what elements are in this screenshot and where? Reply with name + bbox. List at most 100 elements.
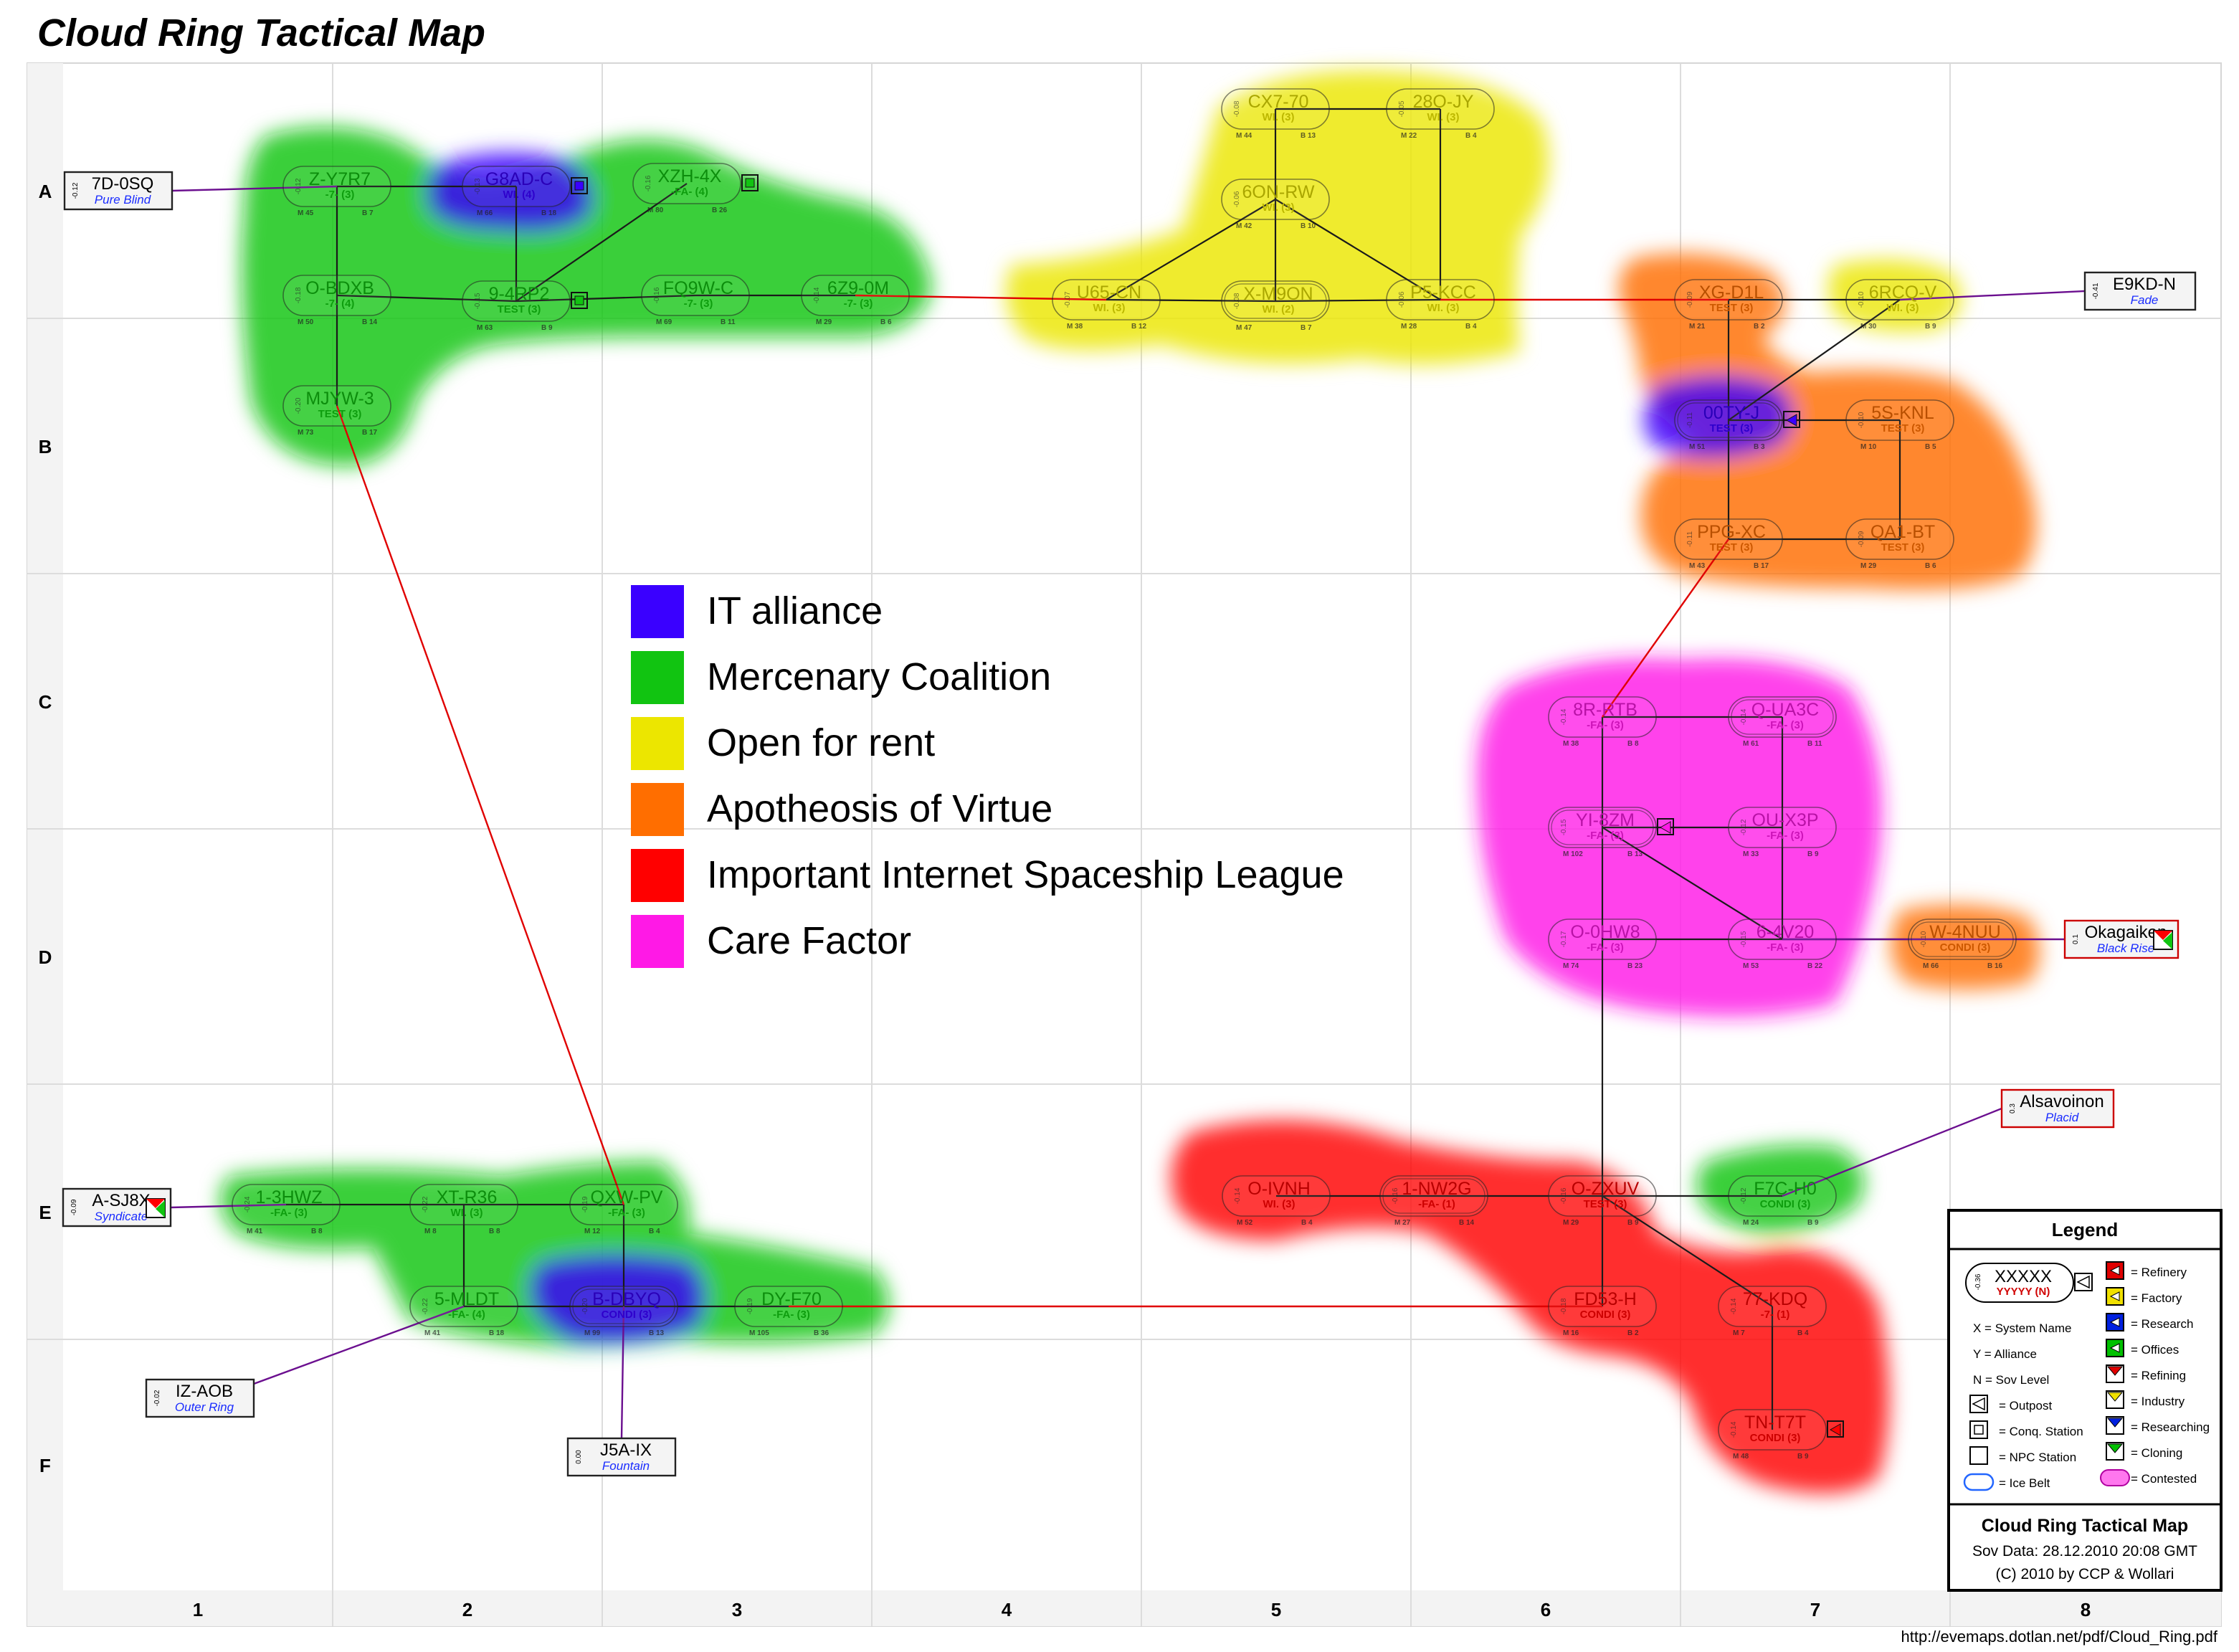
region-jump-line <box>1602 538 1729 718</box>
col-label: 2 <box>462 1599 472 1620</box>
system-alliance: -FA- (3) <box>1587 941 1624 954</box>
legend-item: = Factory <box>2131 1291 2182 1305</box>
system-security: -0.09 <box>1858 531 1865 547</box>
system-node: DY-F70-FA- (3) M 105 B 36 -0.19 <box>734 1286 843 1337</box>
system-name: 5S-KNL <box>1871 403 1934 423</box>
system-moons: M 7 <box>1733 1329 1745 1337</box>
system-pill <box>1052 279 1161 321</box>
territory-rent <box>1828 260 1962 332</box>
system-security: -0.13 <box>474 178 482 194</box>
system-belts: B 18 <box>489 1329 505 1337</box>
system-moons: M 99 <box>584 1329 601 1337</box>
external-region-name: Fountain <box>602 1459 650 1473</box>
system-security: -0.18 <box>1560 1298 1568 1314</box>
system-alliance: TEST (3) <box>1710 302 1754 314</box>
system-name: XG-D1L <box>1699 283 1764 303</box>
refining-icon <box>146 1199 165 1208</box>
system-alliance: TEST (3) <box>1881 541 1925 554</box>
legend-item: = Cloning <box>2131 1446 2182 1460</box>
external-box <box>566 1437 677 1477</box>
system-pill <box>1674 399 1783 441</box>
system-alliance: WI. (3) <box>1093 302 1126 314</box>
system-security: -0.16 <box>1560 1187 1568 1204</box>
system-alliance: -7- (3) <box>844 298 873 310</box>
system-inner-ring <box>572 1288 675 1324</box>
system-moons: M 74 <box>1563 962 1579 970</box>
system-node: O-0HW8-FA- (3) M 74 B 23 -0.17 <box>1548 918 1657 970</box>
system-alliance: -FA- (3) <box>1587 719 1624 731</box>
system-alliance: -7- (1) <box>1761 1309 1790 1321</box>
system-inner-ring <box>1382 1178 1485 1214</box>
system-name: OU-X3P <box>1751 810 1818 830</box>
system-belts: B 8 <box>489 1228 500 1235</box>
system-security: -0.06 <box>1398 291 1406 308</box>
system-pill <box>282 385 391 427</box>
system-pill <box>1222 1175 1331 1217</box>
system-inner-ring <box>1911 921 2014 957</box>
system-alliance: TEST (3) <box>1881 422 1925 435</box>
system-security: -0.10 <box>1920 931 1928 947</box>
legend-item: = Outpost <box>1999 1399 2052 1413</box>
system-security: -0.10 <box>1858 412 1865 428</box>
legend-npc-icon <box>1969 1446 1988 1465</box>
system-alliance: WI. (3) <box>1427 302 1460 314</box>
jump-line <box>1275 298 1441 303</box>
system-pill <box>462 280 571 322</box>
system-node: YI-8ZM-FA- (3) M 102 B 13 -0.15 <box>1548 807 1674 858</box>
system-alliance: CONDI (3) <box>1940 941 1991 954</box>
system-alliance: WI. (3) <box>1263 111 1295 123</box>
system-belts: B 8 <box>1627 740 1639 748</box>
system-node: OU-X3P-FA- (3) M 33 B 9 -0.12 <box>1728 807 1837 858</box>
system-alliance: -FA- (3) <box>1587 830 1624 842</box>
system-alliance: CONDI (3) <box>1760 1198 1811 1210</box>
conq-station-icon <box>571 292 588 309</box>
system-name: O-BDXB <box>305 278 374 298</box>
system-belts: B 12 <box>1131 323 1147 331</box>
system-pill <box>462 166 571 207</box>
system-moons: M 45 <box>298 209 314 217</box>
alliance-swatch <box>631 783 684 836</box>
legend-outpost-triangle <box>1972 1397 1985 1411</box>
system-name: O-IVNH <box>1247 1179 1311 1199</box>
legend-activity-triangle <box>2106 1392 2124 1402</box>
system-belts: B 11 <box>1807 740 1822 748</box>
system-moons: M 28 <box>1401 323 1417 331</box>
alliance-name: IT alliance <box>707 589 883 632</box>
system-inner-ring <box>1224 283 1327 319</box>
system-belts: B 9 <box>1807 850 1819 858</box>
system-pill <box>1728 807 1837 848</box>
legend-item: X = System Name <box>1973 1321 2071 1335</box>
system-belts: B 4 <box>1797 1329 1809 1337</box>
system-security: -0.08 <box>1233 100 1241 117</box>
system-moons: M 41 <box>424 1329 441 1337</box>
jump-line <box>515 294 696 303</box>
alliance-legend-item: Apotheosis of Virtue <box>631 783 1052 836</box>
system-alliance: TEST (3) <box>318 408 362 420</box>
system-security: -0.20 <box>581 1298 589 1314</box>
system-belts: B 5 <box>1925 443 1936 451</box>
jump-line <box>336 294 517 303</box>
territory-it <box>531 1255 705 1343</box>
system-node: 6Z9-0M-7- (3) M 29 B 6 -0.14 <box>801 275 910 326</box>
source-url[interactable]: http://evemaps.dotlan.net/pdf/Cloud_Ring… <box>1901 1628 2217 1646</box>
system-pill <box>569 1184 678 1225</box>
legend-copyright: (C) 2010 by CCP & Wollari <box>1996 1566 2174 1582</box>
system-alliance: CONDI (3) <box>1580 1309 1631 1321</box>
system-alliance: WI. (3) <box>1427 111 1460 123</box>
system-moons: M 102 <box>1563 850 1583 858</box>
system-alliance: -7- (3) <box>325 189 355 201</box>
map-title: Cloud Ring Tactical Map <box>37 11 485 54</box>
legend-sample-alliance: YYYYY (N) <box>1997 1286 2050 1298</box>
legend-service-triangle <box>2109 1343 2120 1353</box>
system-node: FQ9W-C-7- (3) M 69 B 11 -0.16 <box>641 275 750 326</box>
system-alliance: -FA- (3) <box>608 1207 645 1219</box>
jump-line <box>1106 199 1276 300</box>
system-belts: B 13 <box>1301 132 1316 140</box>
